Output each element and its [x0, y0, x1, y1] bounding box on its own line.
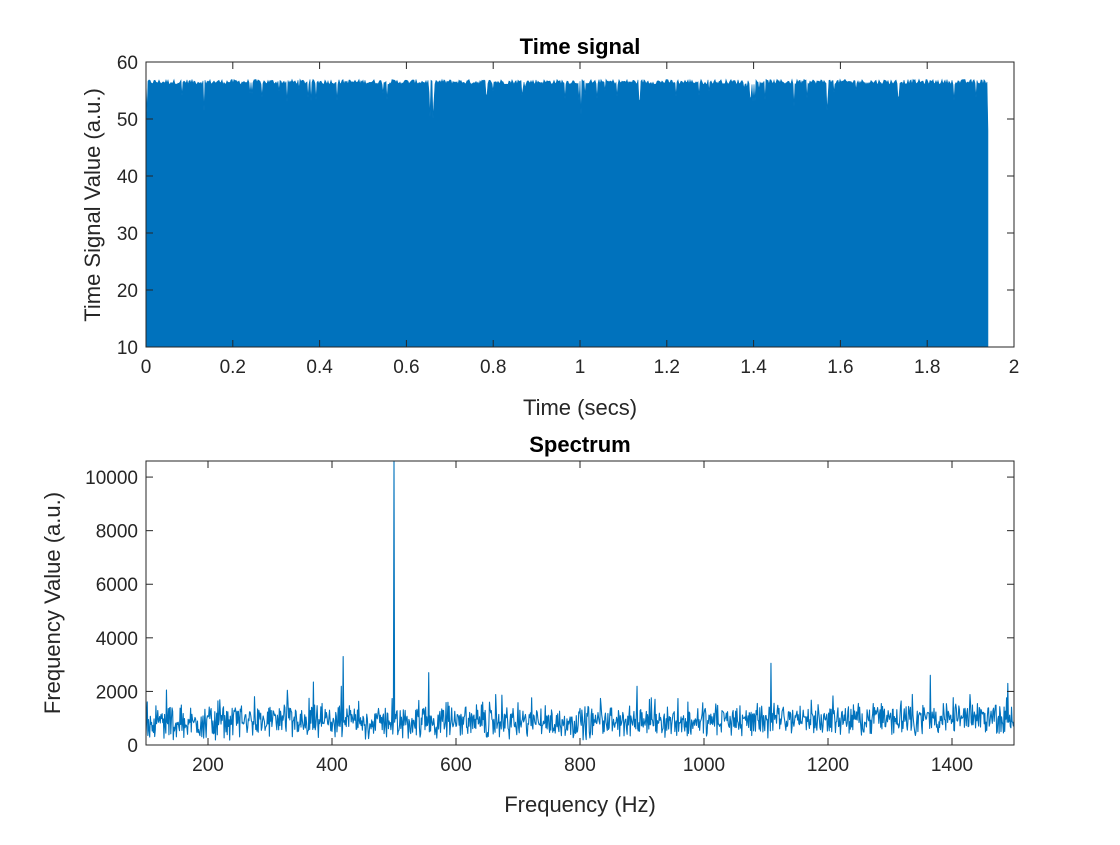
spectrum-y-ticks: 0 2000 4000 6000 8000 10000: [85, 468, 1014, 757]
spectrum-y-tick-label: 10000: [85, 468, 138, 489]
time-signal-x-tick-label: 0.6: [393, 357, 419, 378]
time-signal-x-tick-label: 0.2: [220, 357, 246, 378]
time-signal-x-label: Time (secs): [523, 395, 637, 420]
spectrum-x-tick-label: 1400: [931, 755, 973, 776]
spectrum-x-ticks: 200 400 600 800 1000 1200 1400: [192, 461, 973, 776]
time-signal-x-tick-label: 1.4: [740, 357, 767, 378]
time-signal-line: [145, 78, 989, 348]
time-signal-y-tick-label: 40: [117, 167, 138, 188]
spectrum-y-tick-label: 4000: [96, 629, 138, 650]
spectrum-x-tick-label: 600: [440, 755, 472, 776]
spectrum-y-tick-label: 2000: [96, 682, 138, 703]
time-signal-y-tick-label: 20: [117, 281, 138, 302]
spectrum-plot: Spectrum 200 400 600 800 1000 1200 1400 0 2000 4…: [40, 432, 1015, 817]
time-signal-x-tick-label: 0.8: [480, 357, 506, 378]
time-signal-y-ticks: 10 20 30 40 50 60: [117, 53, 1014, 359]
time-signal-y-label: Time Signal Value (a.u.): [80, 88, 105, 322]
time-signal-y-tick-label: 30: [117, 224, 138, 245]
time-signal-x-ticks: 0 0.2 0.4 0.6 0.8 1 1.2 1.4 1.6 1.8 2: [141, 62, 1020, 378]
spectrum-series: [145, 460, 1015, 741]
spectrum-y-label: Frequency Value (a.u.): [40, 492, 65, 714]
spectrum-x-tick-label: 800: [564, 755, 596, 776]
time-signal-y-tick-label: 60: [117, 53, 138, 74]
spectrum-x-tick-label: 200: [192, 755, 224, 776]
spectrum-y-tick-label: 8000: [96, 522, 138, 543]
time-signal-x-tick-label: 2: [1009, 357, 1020, 378]
time-signal-x-tick-label: 1.2: [654, 357, 680, 378]
time-signal-y-tick-label: 10: [117, 338, 138, 359]
spectrum-y-tick-label: 6000: [96, 575, 138, 596]
time-signal-x-tick-label: 0: [141, 357, 152, 378]
spectrum-x-tick-label: 1000: [683, 755, 725, 776]
time-signal-x-tick-label: 0.4: [306, 357, 333, 378]
spectrum-x-tick-label: 1200: [807, 755, 849, 776]
spectrum-plot-area: [146, 461, 1014, 745]
spectrum-y-tick-label: 0: [127, 736, 138, 757]
time-signal-x-tick-label: 1.6: [827, 357, 853, 378]
time-signal-x-tick-label: 1: [575, 357, 586, 378]
time-signal-title: Time signal: [520, 34, 641, 59]
time-signal-plot: Time signal 0 0.2 0.4 0.6 0.8 1 1.2 1.4 1.6 1.8 2 …: [80, 34, 1019, 420]
spectrum-line: [145, 460, 1015, 741]
spectrum-x-tick-label: 400: [316, 755, 348, 776]
time-signal-series: [145, 78, 989, 348]
time-signal-y-tick-label: 50: [117, 110, 138, 131]
time-signal-x-tick-label: 1.8: [914, 357, 940, 378]
spectrum-x-label: Frequency (Hz): [504, 792, 656, 817]
spectrum-title: Spectrum: [529, 432, 630, 457]
